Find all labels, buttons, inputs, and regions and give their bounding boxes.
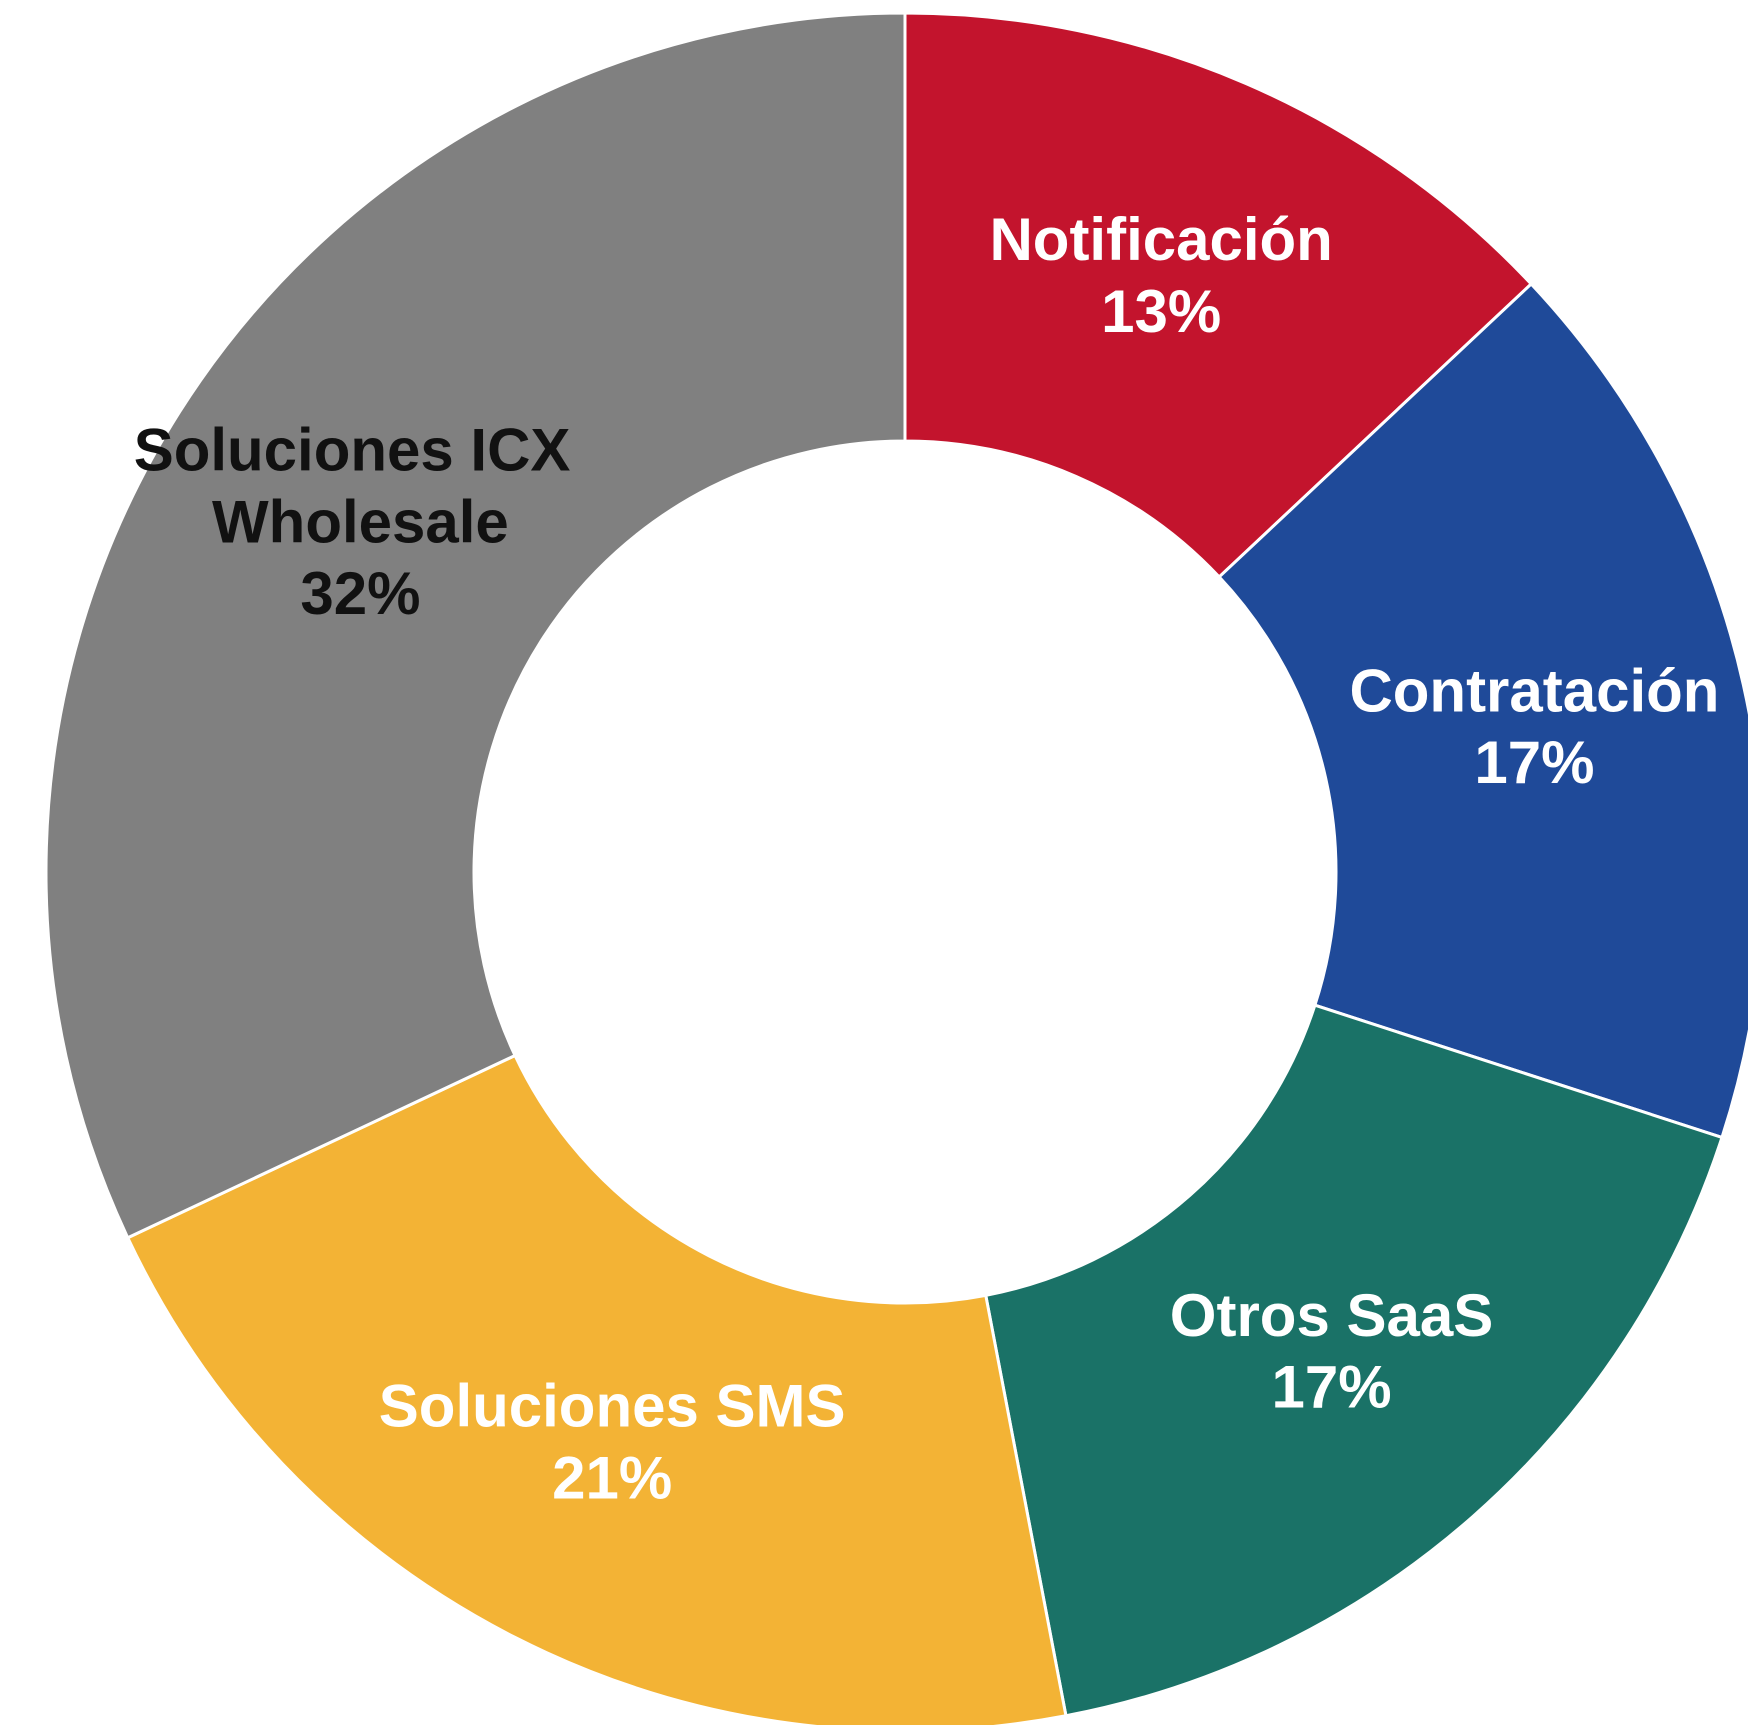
slice-label-line: Notificación (989, 206, 1332, 273)
slice-value-label: 13% (1101, 278, 1221, 345)
slice-label-line: Otros SaaS (1170, 1282, 1493, 1349)
slice-label: Contratación (1349, 657, 1719, 724)
slice-value-label: 21% (552, 1445, 672, 1512)
slice-label: Soluciones SMS (379, 1373, 846, 1440)
slice-label: Soluciones ICX Wholesale (134, 416, 587, 555)
donut-slice (984, 1003, 1724, 1718)
slice-label-line: Soluciones ICX (134, 416, 587, 483)
donut-slice (125, 1053, 1068, 1725)
slice-label-line: Soluciones SMS (379, 1373, 846, 1440)
slice-value-label: 17% (1474, 729, 1594, 796)
slice-label: Notificación (989, 206, 1332, 273)
slice-value-label: 17% (1271, 1354, 1391, 1421)
donut-slice (44, 11, 907, 1240)
slice-label-line: Contratación (1349, 657, 1719, 724)
slice-value-label: 32% (300, 560, 420, 627)
slice-label: Otros SaaS (1170, 1282, 1493, 1349)
slice-label-line: Wholesale (212, 488, 509, 555)
donut-slice (903, 11, 1534, 580)
donut-slice (1217, 281, 1748, 1140)
